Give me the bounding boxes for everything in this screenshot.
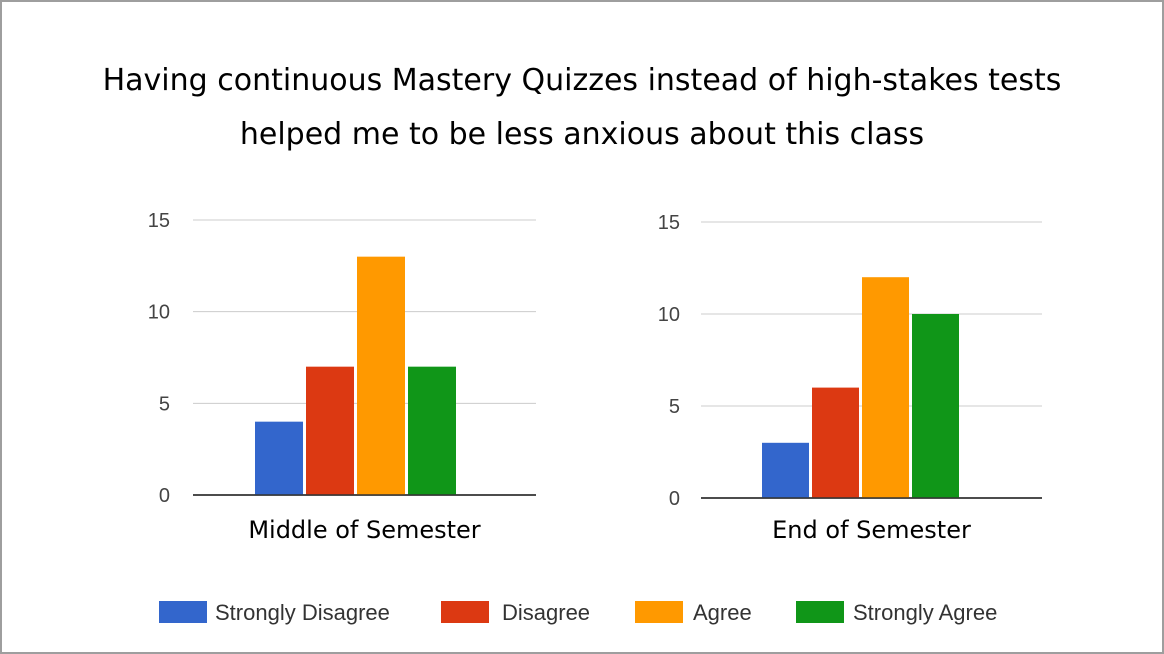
legend-swatch-strongly-disagree xyxy=(159,601,207,623)
bar-strongly-agree xyxy=(408,366,456,495)
y-tick-label: 15 xyxy=(658,212,680,234)
legend: Strongly Disagree Disagree Agree Strongly A… xyxy=(159,600,997,625)
legend-label: Agree xyxy=(693,600,752,625)
bar-agree xyxy=(357,256,405,495)
chart-end-of-semester: 0 5 10 15 End of Semester xyxy=(658,212,1042,544)
bar-disagree xyxy=(812,387,859,498)
y-tick-label: 10 xyxy=(148,302,170,324)
x-axis-label: Middle of Semester xyxy=(248,516,480,544)
legend-swatch-disagree xyxy=(441,601,489,623)
y-tick-label: 5 xyxy=(669,396,680,418)
bar-strongly-disagree xyxy=(762,442,809,498)
y-tick-label: 5 xyxy=(159,393,170,415)
bar-strongly-agree xyxy=(912,314,959,498)
legend-swatch-strongly-agree xyxy=(796,601,844,623)
chart-middle-of-semester: 0 5 10 15 Middle of Semester xyxy=(148,210,536,544)
x-axis-label: End of Semester xyxy=(772,516,971,544)
chart-title: Having continuous Mastery Quizzes instea… xyxy=(2,54,1162,162)
chart-title-line-1: Having continuous Mastery Quizzes instea… xyxy=(102,63,1062,98)
legend-label: Strongly Agree xyxy=(853,600,997,625)
bar-strongly-disagree xyxy=(255,421,303,495)
bar-agree xyxy=(862,277,909,498)
legend-swatch-agree xyxy=(635,601,683,623)
y-tick-label: 0 xyxy=(159,485,170,507)
y-tick-label: 10 xyxy=(658,304,680,326)
chart-title-line-2: helped me to be less anxious about this … xyxy=(239,117,925,152)
y-tick-label: 0 xyxy=(669,488,680,510)
legend-label: Strongly Disagree xyxy=(215,600,390,625)
y-tick-label: 15 xyxy=(148,210,170,232)
legend-label: Disagree xyxy=(502,600,590,625)
bar-disagree xyxy=(306,366,354,495)
